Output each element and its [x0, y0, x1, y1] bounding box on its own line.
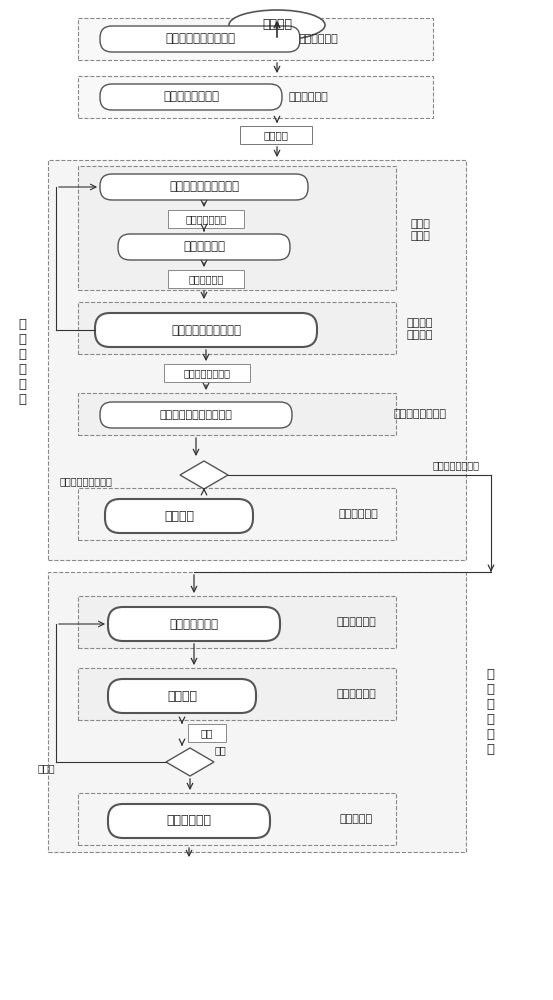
Bar [240, 126, 312, 144]
Text: 去噪图像: 去噪图像 [263, 130, 289, 140]
Text: 对该图像进行滤波: 对该图像进行滤波 [163, 91, 219, 104]
Text: 若识别为目标人脸: 若识别为目标人脸 [433, 460, 480, 470]
Text: 若识别为非目标人脸: 若识别为非目标人脸 [60, 476, 113, 486]
Text: 未通过检测的人脸: 未通过检测的人脸 [184, 368, 231, 378]
Bar [188, 724, 226, 742]
FancyBboxPatch shape [108, 607, 280, 641]
Text: 跟踪: 跟踪 [201, 728, 213, 738]
FancyBboxPatch shape [118, 234, 290, 260]
Text: 采集图像: 采集图像 [262, 18, 292, 31]
Text: 巡航飞行: 巡航飞行 [164, 510, 194, 522]
Text: 构造子窗口图像的集合: 构造子窗口图像的集合 [169, 180, 239, 194]
Bar [168, 210, 244, 228]
Text: 在服务器端进行人脸识别: 在服务器端进行人脸识别 [160, 410, 232, 420]
Bar [78, 18, 433, 60]
Bar [78, 488, 396, 540]
Text: 进行人脸检测: 进行人脸检测 [183, 240, 225, 253]
Text: 飞行控制模块: 飞行控制模块 [336, 689, 376, 699]
FancyBboxPatch shape [100, 174, 308, 200]
Bar [78, 793, 396, 845]
FancyBboxPatch shape [108, 804, 270, 838]
Text: 人脸检
测模块: 人脸检 测模块 [410, 219, 430, 241]
FancyBboxPatch shape [108, 679, 256, 713]
Text: 目标跟踪模块: 目标跟踪模块 [336, 617, 376, 627]
Text: 所有子窗口图像: 所有子窗口图像 [185, 214, 227, 224]
FancyBboxPatch shape [100, 26, 300, 52]
Bar [48, 572, 466, 852]
Bar [48, 160, 466, 560]
Bar [168, 270, 244, 288]
Bar [78, 302, 396, 354]
Text: 跟踪飞行: 跟踪飞行 [167, 690, 197, 702]
Text: 不跟踪: 不跟踪 [38, 763, 55, 773]
Text: 对该图像进行光照补偿: 对该图像进行光照补偿 [165, 32, 235, 45]
FancyBboxPatch shape [95, 313, 317, 347]
Text: 机身人脸
识别模块: 机身人脸 识别模块 [407, 318, 433, 340]
Bar [164, 364, 250, 382]
Text: 对目标进行跟踪: 对目标进行跟踪 [170, 617, 218, 631]
Text: 控制台模块: 控制台模块 [340, 814, 373, 824]
Text: 跟踪: 跟踪 [215, 745, 227, 755]
Bar [78, 596, 396, 648]
Text: 光照补偿模块: 光照补偿模块 [298, 34, 338, 44]
Bar [78, 668, 396, 720]
FancyBboxPatch shape [100, 402, 292, 428]
Bar [78, 76, 433, 118]
FancyBboxPatch shape [100, 84, 282, 110]
Bar [78, 393, 396, 435]
Text: 人
脸
检
测
状
态: 人 脸 检 测 状 态 [18, 318, 26, 406]
Ellipse shape [229, 10, 325, 40]
FancyBboxPatch shape [105, 499, 253, 533]
Text: 检测到的人脸: 检测到的人脸 [189, 274, 223, 284]
Polygon shape [180, 461, 228, 489]
Bar [78, 166, 396, 290]
Text: 飞行控制模块: 飞行控制模块 [338, 509, 378, 519]
Text: 图像去噪模块: 图像去噪模块 [288, 92, 328, 102]
Polygon shape [166, 748, 214, 776]
Text: 远端人脸识别模块: 远端人脸识别模块 [394, 409, 446, 419]
Text: 人工识别目标: 人工识别目标 [166, 814, 211, 828]
Text: 目
标
跟
踪
状
态: 目 标 跟 踪 状 态 [486, 668, 494, 756]
Text: 排除已通过检测的人脸: 排除已通过检测的人脸 [171, 324, 241, 336]
